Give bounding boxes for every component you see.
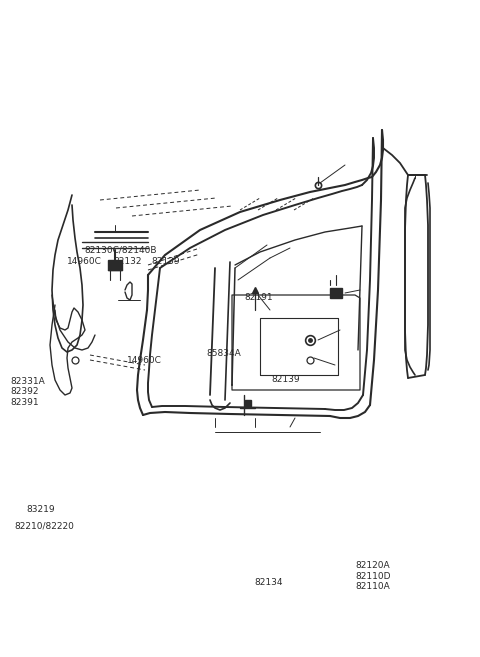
Text: 82130C/82140B: 82130C/82140B — [84, 246, 156, 255]
Text: 82139: 82139 — [271, 374, 300, 384]
Text: 82120A: 82120A — [355, 561, 390, 570]
Text: 82391: 82391 — [11, 397, 39, 407]
Text: 82110A: 82110A — [355, 582, 390, 591]
Text: 82392: 82392 — [11, 387, 39, 396]
Text: 82110D: 82110D — [355, 572, 391, 581]
Text: 83219: 83219 — [26, 505, 55, 514]
Text: 82191: 82191 — [245, 293, 274, 302]
Text: 82139: 82139 — [152, 257, 180, 266]
Text: 14960C: 14960C — [127, 355, 162, 365]
Text: 82331A: 82331A — [11, 376, 45, 386]
Text: 82210/82220: 82210/82220 — [14, 521, 74, 530]
Text: 82134: 82134 — [254, 578, 283, 587]
Text: 82132: 82132 — [113, 257, 142, 266]
Text: 14960C: 14960C — [67, 257, 102, 266]
Polygon shape — [330, 288, 342, 298]
Polygon shape — [108, 260, 122, 270]
Text: 85834A: 85834A — [206, 349, 241, 358]
